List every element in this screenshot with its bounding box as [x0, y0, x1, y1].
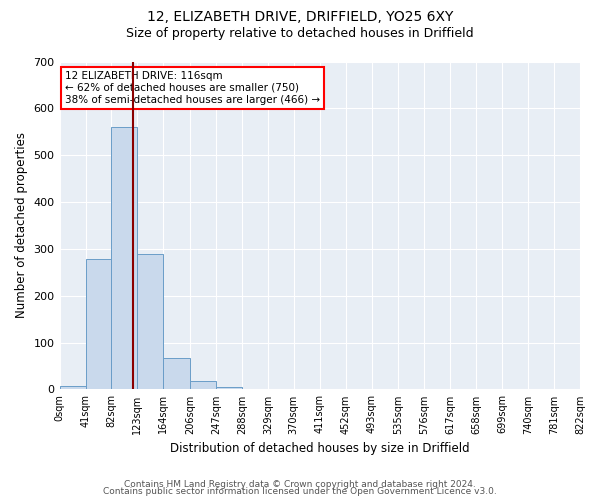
Bar: [137, 254, 163, 390]
X-axis label: Distribution of detached houses by size in Driffield: Distribution of detached houses by size …: [170, 442, 470, 455]
Text: Contains public sector information licensed under the Open Government Licence v3: Contains public sector information licen…: [103, 488, 497, 496]
Text: 12, ELIZABETH DRIVE, DRIFFIELD, YO25 6XY: 12, ELIZABETH DRIVE, DRIFFIELD, YO25 6XY: [147, 10, 453, 24]
Bar: [163, 358, 190, 390]
Text: 12 ELIZABETH DRIVE: 116sqm
← 62% of detached houses are smaller (750)
38% of sem: 12 ELIZABETH DRIVE: 116sqm ← 62% of deta…: [65, 72, 320, 104]
Bar: [112, 127, 137, 390]
Bar: [86, 259, 112, 390]
Bar: [59, 386, 86, 390]
Text: Contains HM Land Registry data © Crown copyright and database right 2024.: Contains HM Land Registry data © Crown c…: [124, 480, 476, 489]
Bar: [216, 386, 242, 390]
Y-axis label: Number of detached properties: Number of detached properties: [15, 132, 28, 318]
Bar: [190, 382, 216, 390]
Text: Size of property relative to detached houses in Driffield: Size of property relative to detached ho…: [126, 28, 474, 40]
